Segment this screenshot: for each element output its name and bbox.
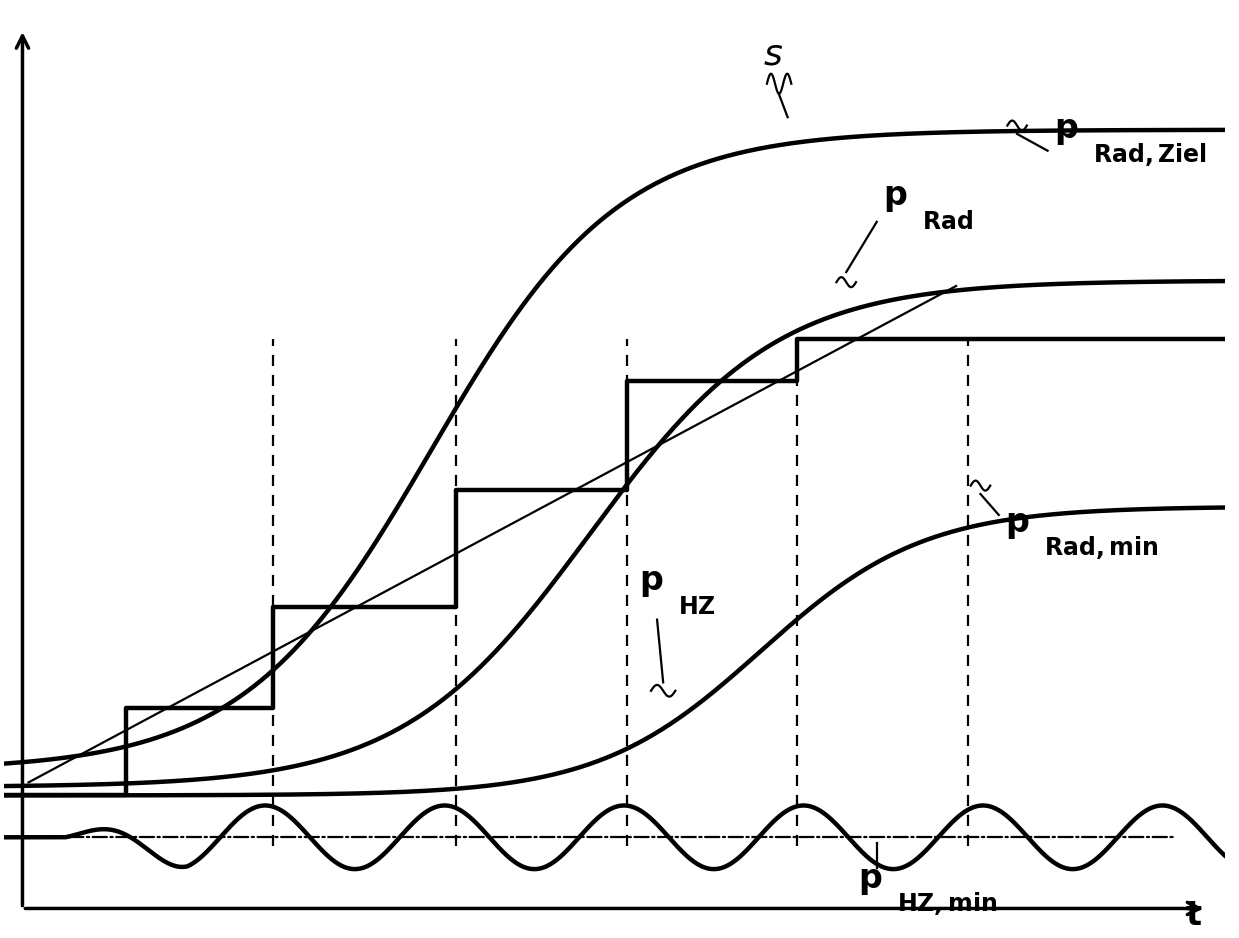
Text: $\mathbf{Rad,Ziel}$: $\mathbf{Rad,Ziel}$ — [1093, 141, 1207, 168]
Text: $\mathbf{Rad,min}$: $\mathbf{Rad,min}$ — [1044, 534, 1158, 561]
Text: $\mathbf{p}$: $\mathbf{p}$ — [883, 181, 907, 214]
Text: $\mathbf{HZ,min}$: $\mathbf{HZ,min}$ — [897, 890, 997, 917]
Text: $\mathbf{p}$: $\mathbf{p}$ — [859, 864, 883, 897]
Text: $\mathbf{p}$: $\mathbf{p}$ — [639, 567, 663, 599]
Text: $\mathbf{p}$: $\mathbf{p}$ — [1005, 507, 1030, 540]
Text: $\mathbf{Rad}$: $\mathbf{Rad}$ — [922, 209, 973, 234]
Text: $s$: $s$ — [763, 38, 783, 71]
Text: $\mathbf{t}$: $\mathbf{t}$ — [1186, 899, 1203, 931]
Text: $\mathbf{HZ}$: $\mathbf{HZ}$ — [678, 595, 716, 619]
Text: $\mathbf{p}$: $\mathbf{p}$ — [1053, 114, 1078, 147]
